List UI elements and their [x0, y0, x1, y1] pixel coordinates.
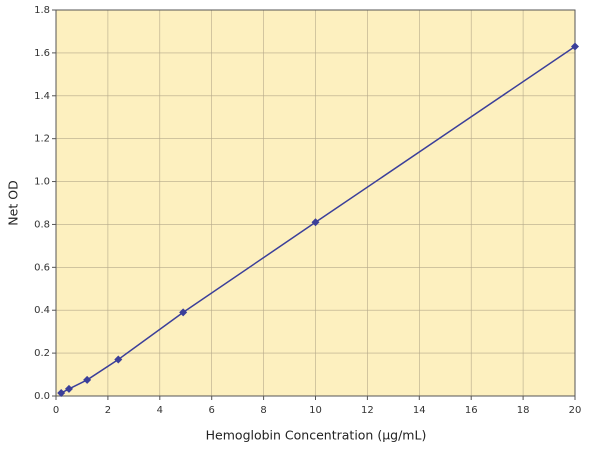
y-tick-label: 1.6 [34, 48, 50, 59]
x-tick-label: 10 [309, 405, 322, 416]
x-tick-label: 18 [517, 405, 530, 416]
data-point [114, 355, 123, 364]
y-tick-label: 0.8 [34, 219, 50, 230]
y-tick-label: 0.6 [34, 262, 50, 273]
y-tick-label: 1.4 [34, 91, 50, 102]
x-axis-label: Hemoglobin Concentration (µg/mL) [206, 428, 427, 443]
y-tick-label: 1.2 [34, 134, 50, 145]
x-tick-label: 12 [361, 405, 374, 416]
x-tick-label: 14 [413, 405, 426, 416]
data-point [64, 384, 73, 393]
x-tick-label: 8 [260, 405, 266, 416]
data-point [83, 375, 92, 384]
data-point [179, 308, 188, 317]
y-tick-label: 0.2 [34, 348, 50, 359]
data-point [571, 42, 579, 51]
y-tick-label: 1.0 [34, 177, 50, 188]
x-tick-label: 6 [209, 405, 215, 416]
x-tick-label: 20 [569, 405, 582, 416]
x-tick-label: 2 [105, 405, 111, 416]
y-tick-label: 0.4 [34, 305, 50, 316]
y-axis-label: Net OD [6, 180, 21, 225]
x-tick-label: 16 [465, 405, 478, 416]
plot-border [55, 9, 576, 397]
y-tick-label: 1.8 [34, 5, 50, 16]
data-point [57, 388, 66, 397]
x-tick-label: 0 [53, 405, 59, 416]
x-tick-label: 4 [157, 405, 163, 416]
y-tick-label: 0.0 [34, 391, 50, 402]
data-point [311, 218, 320, 227]
